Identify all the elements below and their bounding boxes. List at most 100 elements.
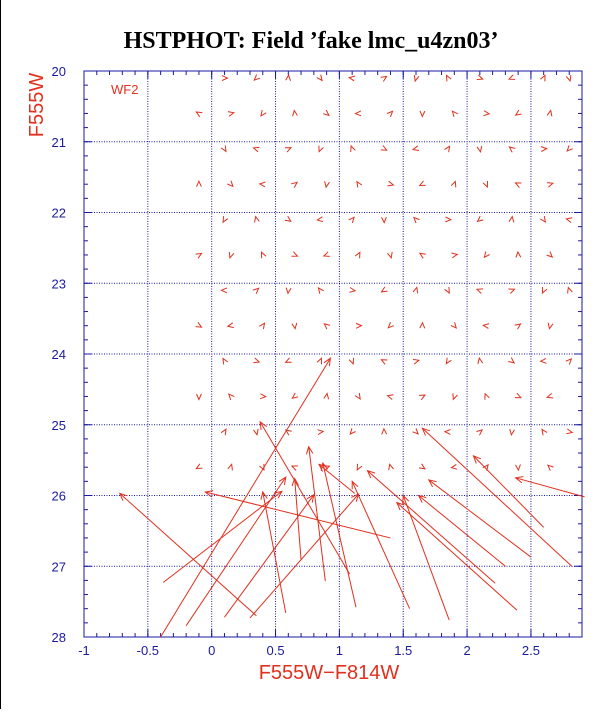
displacement-marker — [476, 429, 484, 436]
displacement-marker — [419, 394, 427, 401]
displacement-arrow — [473, 455, 545, 528]
displacement-marker — [227, 393, 235, 401]
displacement-arrow — [428, 479, 532, 558]
x-tick-label: 1 — [336, 643, 343, 658]
displacement-marker — [387, 180, 395, 187]
displacement-marker — [419, 321, 426, 329]
displacement-arrow — [402, 495, 450, 621]
displacement-marker — [541, 428, 548, 436]
displacement-marker — [316, 357, 322, 365]
displacement-marker — [222, 357, 229, 365]
displacement-marker — [195, 322, 203, 328]
displacement-arrowhead — [204, 490, 214, 498]
y-tick-label: 24 — [52, 347, 66, 362]
displacement-arrowhead — [514, 476, 524, 484]
displacement-arrow — [322, 462, 357, 608]
y-tick-label: 28 — [52, 630, 66, 645]
displacement-marker — [508, 215, 515, 223]
displacement-marker — [546, 464, 554, 471]
displacement-marker — [546, 182, 555, 188]
displacement-marker — [515, 464, 521, 472]
displacement-arrowhead — [291, 477, 299, 487]
displacement-marker — [418, 463, 426, 470]
axes: -1 -0.5 0 0.5 1 1.5 2 2.5 20 21 22 23 24 25 26 27 28 — [52, 64, 583, 658]
displacement-marker — [290, 465, 298, 471]
displacement-arrow — [259, 421, 351, 575]
chip-label: WF2 — [111, 82, 138, 97]
x-tick-label: -1 — [78, 643, 90, 658]
displacement-marker — [355, 322, 363, 329]
displacement-marker — [547, 322, 554, 330]
displacement-marker — [380, 286, 388, 293]
y-axis-label: F555W — [26, 73, 48, 138]
displacement-arrowhead — [273, 490, 283, 499]
displacement-marker — [291, 322, 298, 330]
displacement-arrowhead — [305, 445, 314, 455]
displacement-marker — [356, 463, 363, 471]
displacement-marker — [222, 216, 229, 224]
displacement-marker — [476, 74, 484, 80]
y-tick-label: 20 — [52, 64, 66, 79]
displacement-marker — [452, 393, 458, 401]
displacement-marker — [508, 288, 516, 294]
displacement-marker — [451, 110, 459, 118]
displacement-marker — [508, 357, 516, 364]
displacement-marker — [412, 286, 419, 294]
displacement-marker — [259, 463, 265, 472]
displacement-marker — [354, 110, 362, 117]
displacement-marker — [285, 73, 291, 81]
displacement-marker — [260, 109, 267, 117]
displacement-marker — [196, 179, 202, 187]
displacement-marker — [195, 252, 203, 259]
displacement-marker — [354, 392, 361, 401]
displacement-marker — [253, 357, 261, 364]
displacement-marker — [291, 181, 299, 188]
displacement-marker — [220, 287, 228, 294]
x-tick-label: 2.5 — [522, 643, 540, 658]
displacement-marker — [388, 463, 394, 471]
displacement-arrow — [249, 493, 359, 619]
displacement-marker — [514, 109, 522, 116]
displacement-marker — [221, 75, 229, 81]
displacement-marker — [445, 216, 453, 223]
displacement-marker — [356, 180, 363, 188]
displacement-marker — [291, 251, 299, 257]
y-tick-label: 25 — [52, 418, 66, 433]
displacement-marker — [477, 356, 484, 365]
displacement-marker — [284, 147, 293, 153]
displacement-marker — [418, 252, 426, 259]
displacement-arrowhead — [306, 493, 315, 503]
displacement-arrowhead — [118, 492, 128, 501]
y-tick-label: 23 — [52, 276, 66, 291]
displacement-marker — [349, 287, 357, 293]
displacement-marker — [514, 182, 522, 188]
displacement-marker — [380, 359, 388, 365]
displacement-arrow — [185, 476, 287, 626]
displacement-marker — [419, 110, 426, 118]
displacement-marker — [539, 357, 547, 364]
displacement-marker — [546, 393, 554, 399]
displacement-arrowhead — [320, 461, 328, 471]
displacement-marker — [450, 180, 457, 188]
displacement-marker — [476, 145, 483, 154]
displacement-marker — [509, 428, 515, 437]
displacement-marker — [252, 287, 260, 294]
displacement-marker — [566, 145, 573, 152]
displacement-arrow — [515, 477, 585, 498]
displacement-arrow — [351, 481, 411, 609]
displacement-marker — [482, 180, 488, 189]
displacement-marker — [324, 181, 330, 189]
displacement-marker — [253, 74, 261, 81]
displacement-arrow — [396, 502, 518, 611]
displacement-marker — [348, 357, 355, 366]
displacement-marker — [354, 251, 361, 259]
displacement-arrow — [308, 446, 326, 582]
displacement-marker — [380, 75, 388, 82]
displacement-marker — [317, 286, 324, 294]
displacement-marker — [567, 286, 573, 294]
displacement-marker — [318, 145, 324, 153]
y-tick-label: 21 — [52, 135, 66, 150]
displacement-marker — [508, 146, 516, 153]
displacement-marker — [445, 74, 452, 82]
